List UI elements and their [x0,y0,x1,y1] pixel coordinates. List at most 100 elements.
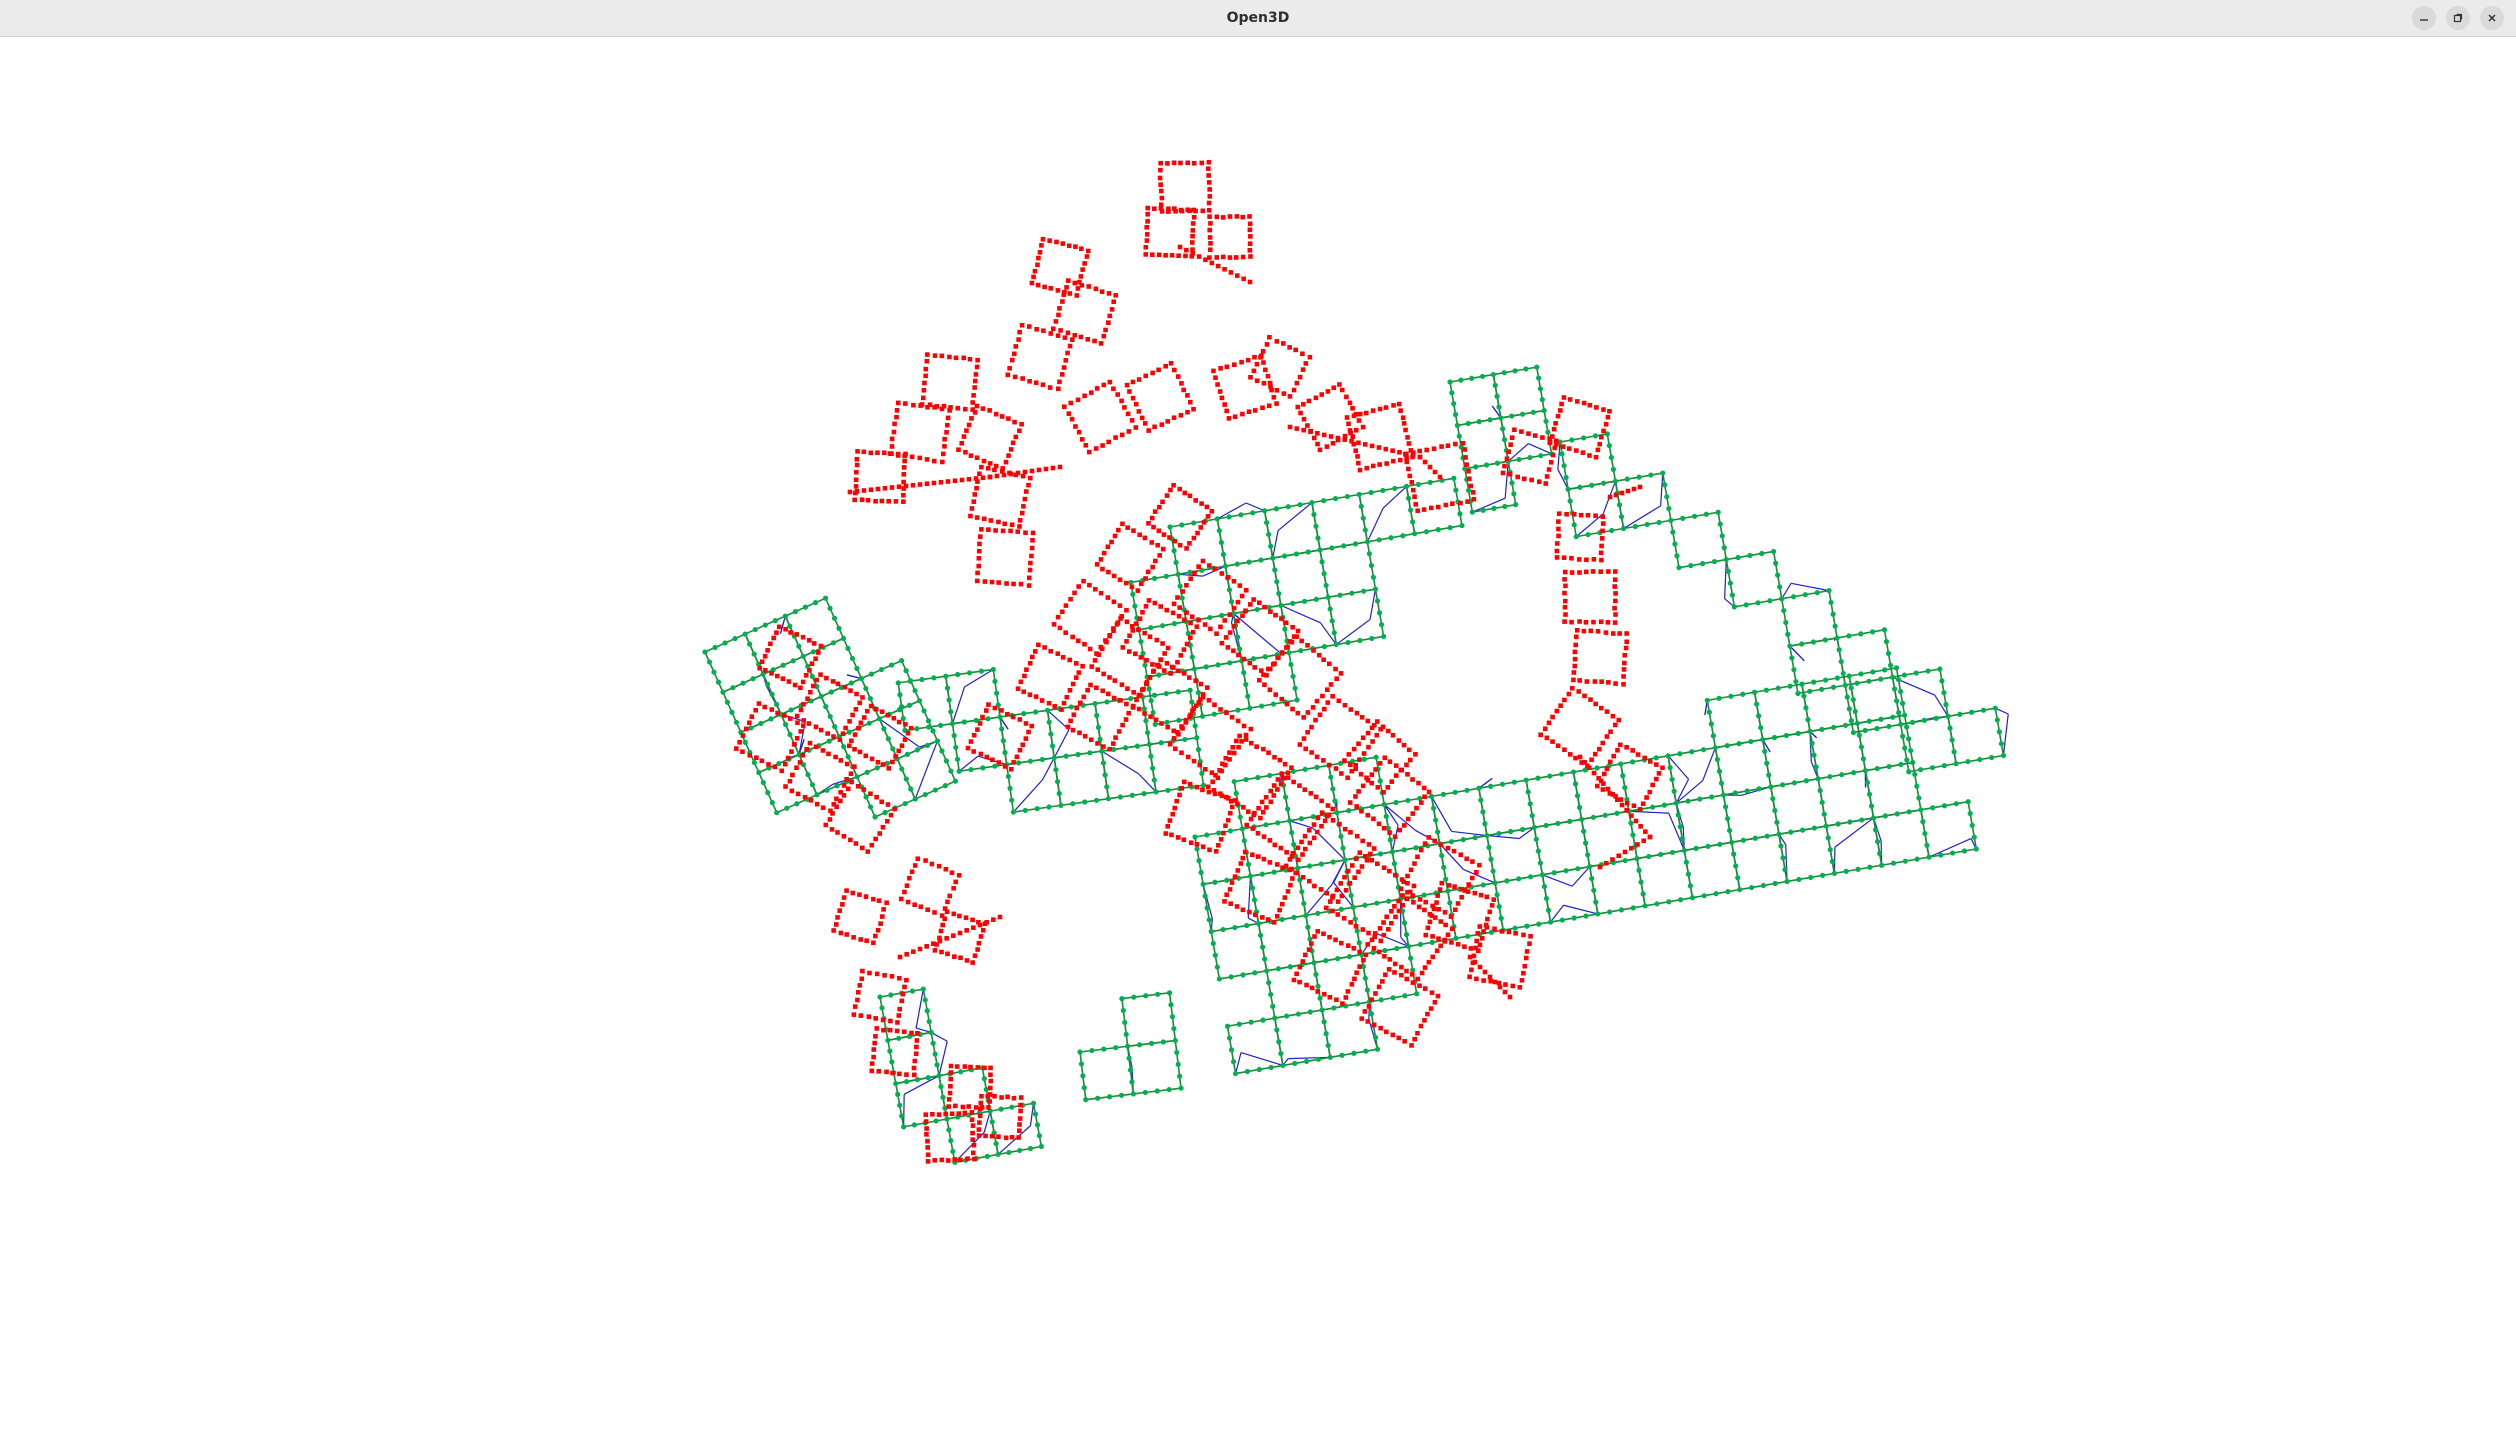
trajectory-point [945,951,950,957]
trajectory-point [1005,372,1011,378]
trajectory-point [980,475,986,481]
trajectory-point [841,833,847,839]
trajectory-point [1027,660,1033,666]
graph-node [1460,837,1466,843]
graph-node [1545,429,1551,435]
trajectory-point [1593,513,1598,519]
trajectory-point [1133,621,1139,626]
graph-node [1714,756,1721,763]
graph-node [1711,558,1718,565]
trajectory-point [1271,394,1277,400]
graph-node [866,720,872,726]
trajectory-point [1613,591,1618,596]
trajectory-point [879,914,885,919]
close-button[interactable] [2480,6,2504,30]
graph-node [1338,760,1344,766]
trajectory-point [915,1030,920,1036]
trajectory-point [1301,416,1307,422]
graph-node [1127,1067,1134,1073]
graph-node [1722,804,1729,810]
trajectory-point [1380,724,1386,730]
trajectory-point [1017,428,1022,434]
trajectory-point [1406,747,1412,753]
trajectory-point [1550,452,1556,458]
trajectory-point [1136,627,1141,632]
trajectory-point [983,708,989,713]
graph-node [1457,511,1463,517]
trajectory-point [1463,455,1468,460]
graph-node [1439,852,1445,859]
graph-node [1941,690,1947,696]
graph-node [1377,778,1383,784]
graph-node [904,751,910,757]
graph-node [1192,723,1198,729]
graph-node [1105,796,1112,802]
trajectory-point [932,1157,938,1163]
trajectory-point [1243,608,1248,614]
graph-node [920,986,926,992]
trajectory-point [1252,912,1258,918]
window-titlebar[interactable]: Open3D [0,0,2516,37]
trajectory-point [905,730,911,736]
trajectory-point [1213,848,1219,854]
trajectory-point [1383,446,1389,452]
graph-node [1363,1048,1369,1054]
trajectory-point [898,896,904,902]
trajectory-point [889,451,894,457]
trajectory-point [1186,675,1192,680]
trajectory-point [936,1112,942,1117]
trajectory-point [1215,775,1221,781]
trajectory-point [1229,880,1235,885]
graph-node [762,622,768,628]
3d-viewport[interactable] [0,37,2516,1440]
trajectory-point [1387,830,1392,835]
trajectory-point [783,784,788,789]
trajectory-point [1633,818,1639,824]
trajectory-point [1218,624,1223,630]
trajectory-point [1106,569,1111,575]
trajectory-point [1182,490,1188,496]
graph-node [1241,670,1247,676]
trajectory-point [1125,525,1130,530]
trajectory-point [1543,481,1549,486]
trajectory-point [831,928,836,933]
graph-node [1318,861,1324,867]
trajectory-point [1554,548,1560,554]
trajectory-point [1380,979,1385,984]
trajectory-point [975,357,980,363]
trajectory-point [917,455,923,461]
trajectory-point [988,1072,993,1078]
trajectory-point [1349,438,1354,444]
maximize-button[interactable] [2446,6,2470,30]
graph-node [1678,897,1684,903]
trajectory-point [1392,961,1398,967]
trajectory-point [1159,422,1165,427]
graph-node [885,736,891,742]
graph-node [1965,799,1971,805]
trajectory-point [1191,214,1197,220]
graph-node [1788,829,1794,835]
minimize-button[interactable] [2412,6,2436,30]
trajectory-point [1412,861,1417,866]
graph-node [1369,803,1376,810]
trajectory-point [1600,521,1606,526]
graph-node [1313,523,1319,529]
trajectory-point [1354,710,1360,716]
graph-node [1511,779,1517,785]
trajectory-point [1152,509,1158,514]
graph-node [966,670,973,676]
graph-node [1449,390,1455,396]
trajectory-point [1577,678,1582,683]
graph-node [1250,510,1256,516]
trajectory-point [1159,195,1165,201]
graph-node [926,1018,932,1025]
trajectory-point [1188,576,1193,582]
trajectory-point [1240,214,1246,220]
trajectory-point [993,528,998,533]
graph-node [1145,729,1151,736]
trajectory-point [945,479,951,484]
trajectory-point [1599,679,1604,684]
graph-node [1585,852,1591,858]
trajectory-point [1096,652,1102,657]
graph-node [1354,928,1360,934]
